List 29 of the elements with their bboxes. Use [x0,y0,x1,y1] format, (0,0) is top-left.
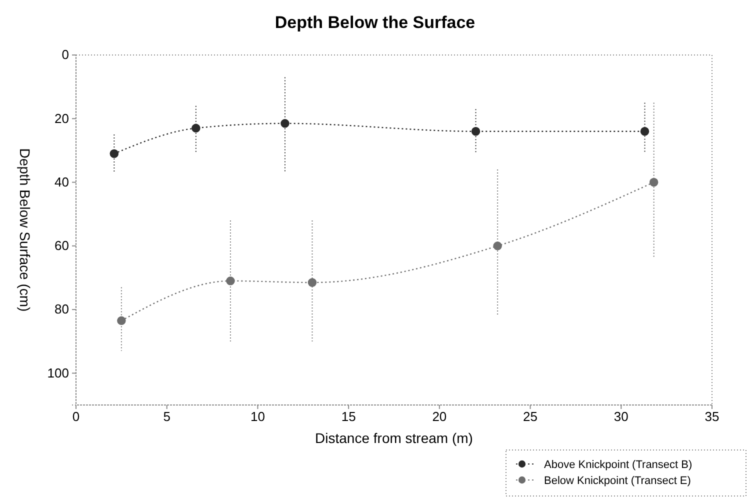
x-tick-label: 30 [614,409,628,424]
y-tick-label: 20 [54,110,69,126]
point [471,127,480,136]
x-tick-label: 20 [432,409,447,424]
point [226,276,235,286]
legend-label: Below Knickpoint (Transect E) [544,475,691,487]
legend-label: Above Knickpoint (Transect B) [544,459,692,471]
point [192,124,200,133]
x-tick-label: 25 [523,409,538,424]
point [649,178,658,187]
y-tick-label: 40 [54,174,69,190]
x-tick-label: 35 [704,409,720,424]
x-tick-label: 15 [341,409,356,424]
point [110,149,119,158]
x-axis-title: Distance from stream (m) [315,430,473,446]
point [308,278,317,287]
point [280,119,290,128]
y-tick-label: 60 [54,238,69,254]
point [117,316,126,326]
x-tick-label: 10 [250,409,265,424]
x-tick-label: 5 [163,409,170,424]
y-axis-title: Depth Below Surface (cm) [17,148,33,312]
chart-title: Depth Below the Surface [274,13,476,32]
point [640,127,650,136]
y-tick-label: 80 [54,302,69,317]
x-tick-label: 0 [72,409,80,424]
y-tick-label: 100 [47,365,69,380]
point [493,242,502,250]
y-tick-label: 0 [62,47,69,62]
